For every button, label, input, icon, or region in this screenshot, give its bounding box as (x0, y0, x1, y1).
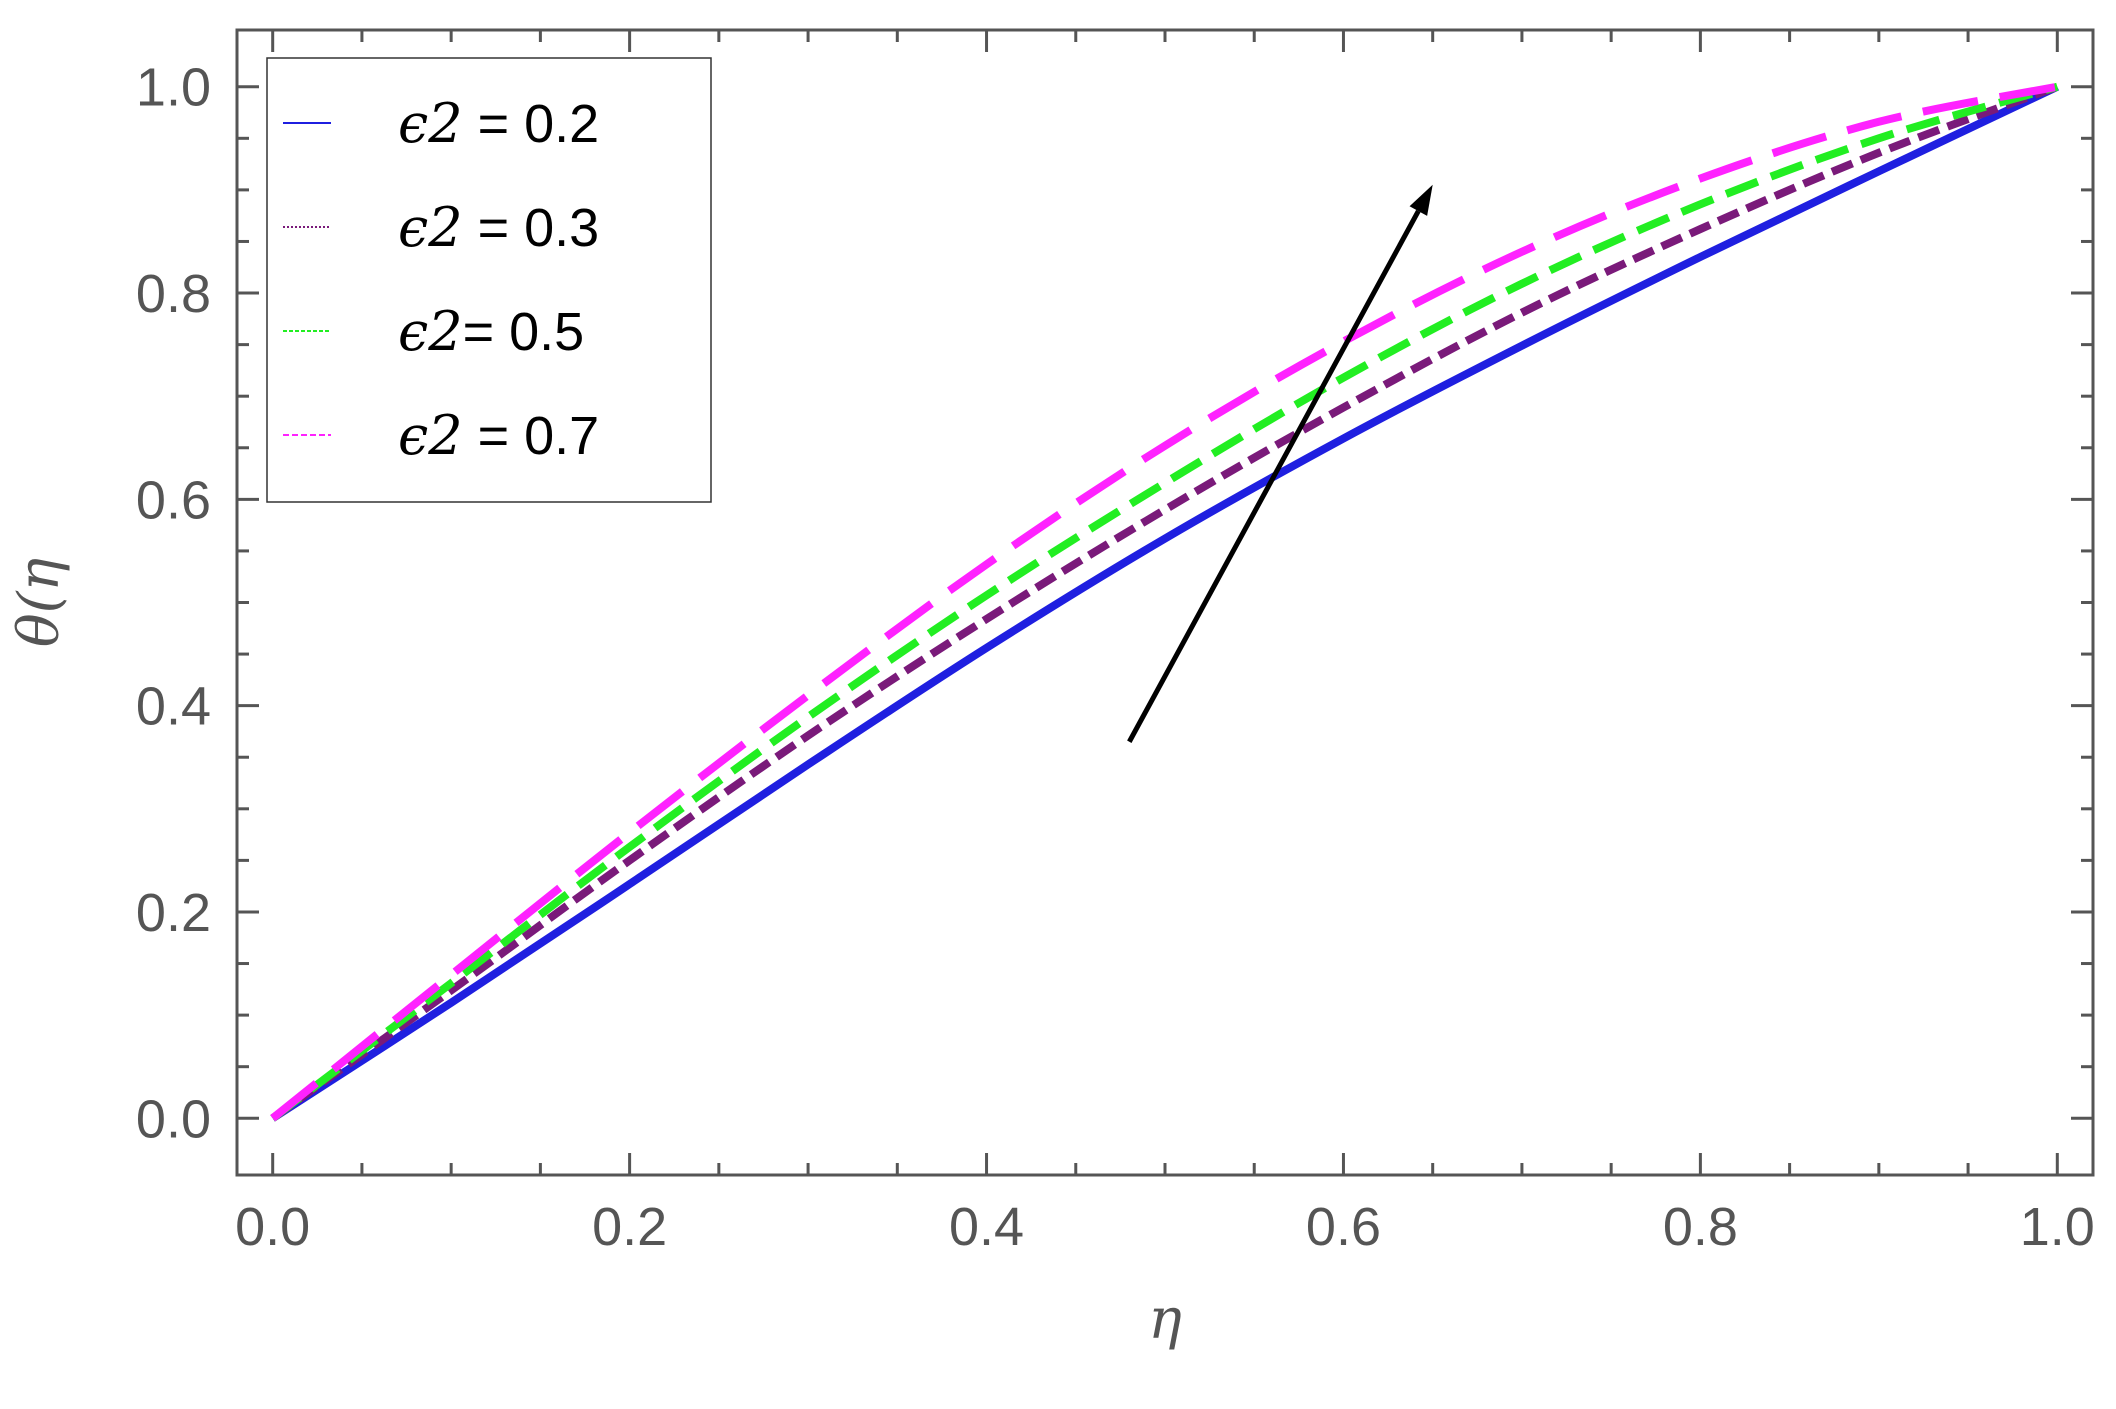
trend-arrow-head (1409, 184, 1433, 216)
legend-symbol: ϵ2 (398, 196, 463, 259)
x-tick-label: 0.0 (235, 1197, 310, 1257)
legend-value: = 0.5 (463, 302, 585, 362)
legend-box (266, 57, 712, 503)
tick-labels-layer: 0.0 0.2 0.4 0.6 0.8 1.0 0.0 0.2 0.4 0.6 0.8 1.0 (136, 58, 2095, 1257)
y-tick-label: 0.0 (136, 1089, 211, 1149)
y-tick-label: 1.0 (136, 58, 211, 118)
legend-label-2: ϵ2 = 0.3 (398, 196, 599, 259)
legend: ϵ2 = 0.2ϵ2 = 0.3ϵ2= 0.5ϵ2 = 0.7 (266, 57, 712, 503)
legend-label-3: ϵ2= 0.5 (398, 300, 584, 363)
y-tick-label: 0.8 (136, 264, 211, 324)
x-tick-label: 0.4 (949, 1197, 1024, 1257)
legend-symbol: ϵ2 (398, 92, 463, 155)
ticks-layer (237, 30, 2093, 1175)
y-axis-title: θ(η (7, 558, 72, 647)
y-tick-label: 0.4 (136, 677, 211, 737)
annotation-layer (1127, 184, 1433, 743)
legend-value: = 0.3 (463, 198, 600, 258)
y-tick-label: 0.6 (136, 470, 211, 530)
x-tick-label: 0.8 (1663, 1197, 1738, 1257)
series-line-4 (270, 82, 2059, 1122)
series-layer (270, 82, 2060, 1122)
y-tick-label: 0.2 (136, 883, 211, 943)
legend-label-1: ϵ2 = 0.2 (398, 92, 599, 155)
legend-label-4: ϵ2 = 0.7 (398, 404, 599, 467)
legend-value: = 0.2 (463, 94, 600, 154)
legend-symbol: ϵ2 (398, 300, 463, 363)
x-tick-label: 0.2 (592, 1197, 667, 1257)
series-line-3 (270, 82, 2059, 1122)
x-tick-label: 0.6 (1306, 1197, 1381, 1257)
x-axis-title: η (1148, 1287, 1182, 1352)
x-tick-label: 1.0 (2020, 1197, 2095, 1257)
series-line-1 (270, 83, 2060, 1122)
trend-arrow-shaft (1127, 209, 1421, 743)
legend-value: = 0.7 (463, 406, 600, 466)
legend-symbol: ϵ2 (398, 404, 463, 467)
